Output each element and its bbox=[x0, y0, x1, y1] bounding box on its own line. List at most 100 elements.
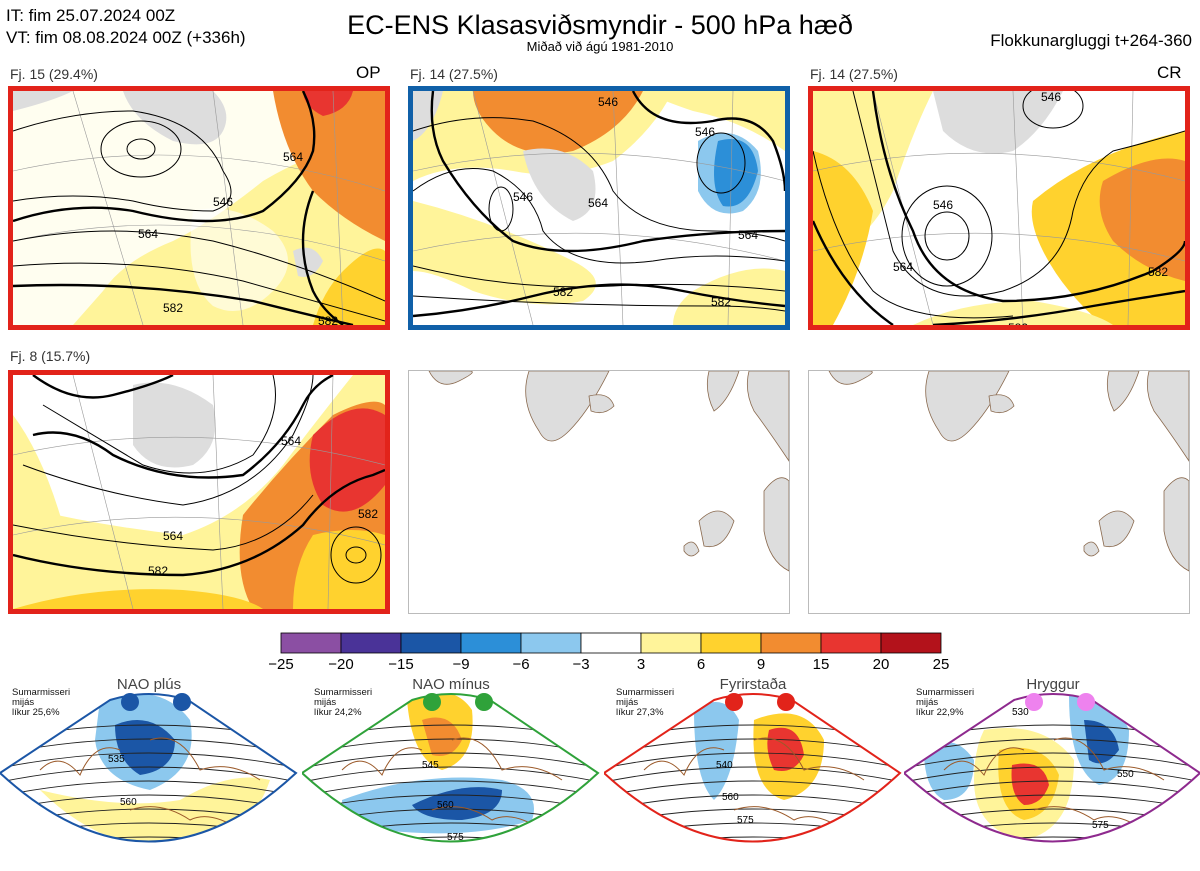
regime-note-line: líkur 27,3% bbox=[616, 707, 664, 718]
panel-1-label: Fj. 15 (29.4%) bbox=[10, 66, 98, 82]
regime-note-line: líkur 22,9% bbox=[916, 707, 964, 718]
regime-contour-label: 550 bbox=[1117, 769, 1134, 780]
regime-contour-label: 560 bbox=[722, 792, 739, 803]
cluster-map-2: 546 546 564 564 582 582 546 bbox=[413, 91, 785, 325]
regime-title: Hryggur bbox=[1026, 676, 1080, 693]
contour-label: 564 bbox=[138, 227, 158, 241]
colorbar-tick-label: −20 bbox=[328, 656, 354, 673]
regime-note-line: mijás bbox=[314, 697, 337, 708]
regime-note-line: Sumarmisseri bbox=[916, 687, 975, 698]
regime-contour-label: 540 bbox=[716, 760, 733, 771]
colorbar bbox=[280, 632, 942, 654]
contour-label: 582 bbox=[1008, 321, 1028, 325]
contour-label: 582 bbox=[148, 564, 168, 578]
panel-1-tag: OP bbox=[356, 63, 381, 82]
regime-contour-label: 560 bbox=[437, 800, 454, 811]
panel-3-label: Fj. 14 (27.5%) bbox=[810, 66, 898, 82]
regime-dot bbox=[475, 693, 493, 711]
colorbar-swatch bbox=[700, 632, 762, 654]
colorbar-tick-label: 9 bbox=[756, 656, 766, 673]
contour-label: 582 bbox=[711, 295, 731, 309]
regime-note-line: Sumarmisseri bbox=[616, 687, 675, 698]
regime-note-line: líkur 25,6% bbox=[12, 707, 60, 718]
contour-label: 582 bbox=[318, 314, 338, 325]
regime-dot bbox=[777, 693, 795, 711]
colorbar-tick-label: −9 bbox=[452, 656, 470, 673]
contour-label: 564 bbox=[588, 196, 608, 210]
regime-contour-label: 560 bbox=[120, 797, 137, 808]
regime-note-line: líkur 24,2% bbox=[314, 707, 362, 718]
contour-label: 546 bbox=[213, 195, 233, 209]
contour-label: 546 bbox=[598, 95, 618, 109]
cluster-panel-4: 564 564 582 582 bbox=[8, 370, 390, 614]
colorbar-swatch bbox=[400, 632, 462, 654]
colorbar-tick-label: 20 bbox=[872, 656, 890, 673]
panel-4-label: Fj. 8 (15.7%) bbox=[10, 348, 91, 364]
colorbar-tick-label: −3 bbox=[572, 656, 590, 673]
regime-dot bbox=[423, 693, 441, 711]
regime-note-line: mijás bbox=[916, 697, 939, 708]
regime-dot bbox=[1077, 693, 1095, 711]
colorbar-tick-label: −15 bbox=[388, 656, 414, 673]
colorbar-swatches bbox=[280, 632, 942, 654]
contour-label: 546 bbox=[695, 125, 715, 139]
regime-map: 535 560 bbox=[0, 693, 298, 843]
regime-note-line: Sumarmisseri bbox=[12, 687, 71, 698]
cluster-panel-2: 546 546 564 564 582 582 546 bbox=[408, 86, 790, 330]
regime-note-line: Sumarmisseri bbox=[314, 687, 373, 698]
regime-map: 540 560 575 bbox=[604, 693, 902, 843]
regime-dot bbox=[725, 693, 743, 711]
cluster-map-3: 546 546 564 582 582 bbox=[813, 91, 1185, 325]
cluster-map-1: 564 582 546 564 582 bbox=[13, 91, 385, 325]
contour-label: 546 bbox=[933, 198, 953, 212]
contour-label: 546 bbox=[1041, 91, 1061, 104]
regime-dot bbox=[121, 693, 139, 711]
panel-2-label: Fj. 14 (27.5%) bbox=[410, 66, 498, 82]
regime-title: NAO mínus bbox=[412, 676, 490, 693]
regime-contour-label: 575 bbox=[737, 815, 754, 826]
regime-note: Sumarmisseri mijás líkur 25,6% bbox=[12, 688, 70, 718]
colorbar-swatch bbox=[280, 632, 342, 654]
regime-title: NAO plús bbox=[116, 676, 182, 693]
colorbar-swatch bbox=[580, 632, 642, 654]
regime-map: 545 560 575 bbox=[302, 693, 600, 843]
empty-map-1 bbox=[428, 371, 789, 572]
colorbar-tick-label: −25 bbox=[268, 656, 294, 673]
contour-label: 582 bbox=[163, 301, 183, 315]
header-dates: IT: fim 25.07.2024 00Z VT: fim 08.08.202… bbox=[6, 5, 246, 49]
cluster-panel-3: 546 546 564 582 582 bbox=[808, 86, 1190, 330]
colorbar-tick-label: 6 bbox=[696, 656, 706, 673]
colorbar-tick-label: 15 bbox=[812, 656, 830, 673]
regime-note: Sumarmisseri mijás líkur 22,9% bbox=[916, 688, 974, 718]
colorbar-swatch bbox=[880, 632, 942, 654]
valid-time: VT: fim 08.08.2024 00Z (+336h) bbox=[6, 28, 246, 47]
regime-contour-label: 575 bbox=[447, 832, 464, 843]
init-time: IT: fim 25.07.2024 00Z bbox=[6, 6, 176, 25]
regime-contour-label: 545 bbox=[422, 760, 439, 771]
colorbar-swatch bbox=[760, 632, 822, 654]
colorbar-swatch bbox=[520, 632, 582, 654]
empty-map-2 bbox=[828, 371, 1189, 572]
contour-label: 546 bbox=[513, 190, 533, 204]
empty-map-panel-1 bbox=[408, 370, 790, 614]
contour-label: 564 bbox=[281, 434, 301, 448]
empty-map-panel-2 bbox=[808, 370, 1190, 614]
regime-contour-label: 575 bbox=[1092, 820, 1109, 831]
regime-map: 530 550 575 bbox=[904, 693, 1200, 843]
colorbar-swatch bbox=[640, 632, 702, 654]
contour-label: 564 bbox=[738, 228, 758, 242]
regime-dot bbox=[1025, 693, 1043, 711]
colorbar-tick-label: 25 bbox=[932, 656, 950, 673]
colorbar-swatch bbox=[820, 632, 882, 654]
cluster-panel-1: 564 582 546 564 582 bbox=[8, 86, 390, 330]
chart-subtitle: Miðað við ágú 1981-2010 bbox=[526, 39, 674, 54]
panel-3-tag: CR bbox=[1157, 63, 1182, 82]
regime-dot bbox=[173, 693, 191, 711]
regime-contour-label: 535 bbox=[108, 754, 125, 765]
contour-label: 564 bbox=[893, 260, 913, 274]
contour-label: 582 bbox=[553, 285, 573, 299]
colorbar-tick-label: −6 bbox=[512, 656, 530, 673]
regime-note: Sumarmisseri mijás líkur 27,3% bbox=[616, 688, 674, 718]
contour-label: 582 bbox=[1148, 265, 1168, 279]
regime-note-line: mijás bbox=[12, 697, 35, 708]
